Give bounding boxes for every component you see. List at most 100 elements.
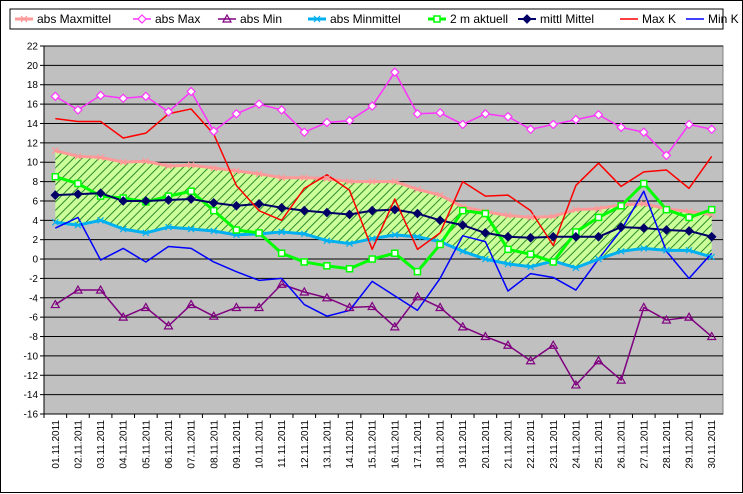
chart-legend: abs Maxmittel abs Max abs Min abs Minmittel… — [9, 8, 739, 30]
x-tick-label: 26.11.2011 — [617, 420, 628, 469]
data-point — [97, 153, 105, 161]
data-point — [368, 255, 376, 263]
x-tick-label: 21.11.2011 — [503, 420, 514, 469]
x-tick-label: 02.11.2011 — [73, 420, 84, 469]
data-point — [593, 109, 604, 120]
data-point — [549, 258, 557, 266]
data-point — [595, 205, 602, 213]
y-tick-label: -6 — [29, 313, 38, 324]
y-tick-label: 10 — [27, 158, 39, 169]
data-point — [20, 15, 28, 23]
data-point — [278, 228, 286, 236]
data-point — [51, 218, 59, 226]
data-point — [525, 232, 536, 243]
data-point — [572, 264, 580, 272]
data-point — [389, 204, 400, 215]
data-point — [457, 321, 468, 331]
data-point — [503, 111, 513, 122]
data-point — [142, 157, 150, 165]
data-point — [414, 233, 421, 241]
data-point — [97, 216, 105, 224]
data-point — [163, 107, 174, 117]
data-point — [345, 264, 354, 273]
y-tick-label: -16 — [24, 410, 39, 421]
data-point — [684, 311, 695, 321]
data-point — [95, 188, 106, 199]
data-point — [95, 284, 106, 294]
legend-label: abs Maxmittel — [37, 12, 111, 26]
y-tick-label: -8 — [29, 332, 38, 343]
data-point — [51, 147, 59, 155]
data-point — [481, 255, 489, 263]
data-point — [436, 191, 444, 199]
data-point — [640, 179, 648, 188]
data-point — [391, 249, 399, 257]
data-point — [74, 152, 82, 160]
data-point — [480, 331, 491, 341]
data-point — [526, 250, 535, 258]
data-point — [276, 105, 287, 115]
data-point — [208, 310, 219, 320]
data-point — [389, 67, 400, 77]
data-point — [299, 286, 310, 296]
data-point — [435, 215, 445, 226]
data-point — [412, 108, 423, 119]
data-point — [74, 179, 82, 188]
data-point — [707, 205, 716, 214]
legend-label: abs Min — [240, 12, 282, 26]
data-point — [277, 249, 286, 257]
data-point — [662, 246, 670, 254]
data-point — [571, 231, 581, 242]
data-point — [300, 174, 308, 182]
data-point — [119, 225, 127, 233]
data-point — [638, 127, 649, 138]
data-point — [685, 213, 693, 222]
y-tick-label: 20 — [27, 61, 39, 72]
data-point — [706, 231, 717, 242]
series-line — [55, 108, 713, 251]
data-point — [344, 302, 355, 312]
data-point — [300, 258, 309, 266]
data-point — [73, 105, 83, 115]
data-point — [433, 15, 441, 23]
data-point — [253, 302, 265, 312]
data-point — [299, 205, 310, 216]
data-point — [502, 340, 514, 349]
data-point — [163, 195, 174, 205]
x-tick-label: 20.11.2011 — [481, 420, 492, 469]
data-point — [640, 200, 648, 208]
data-point — [389, 321, 400, 331]
data-point — [661, 225, 672, 235]
data-point — [527, 263, 535, 271]
data-point — [187, 161, 195, 169]
data-point — [221, 13, 233, 23]
data-point — [51, 172, 60, 181]
data-point — [595, 255, 602, 263]
data-point — [685, 246, 693, 254]
data-point — [141, 91, 151, 102]
y-tick-label: 12 — [27, 138, 39, 149]
data-point — [706, 331, 717, 341]
x-tick-label: 10.11.2011 — [255, 420, 266, 469]
data-point — [208, 126, 219, 137]
data-point — [344, 209, 355, 220]
x-tick-label: 14.11.2011 — [345, 420, 356, 469]
data-point — [367, 301, 378, 311]
legend-label: Min K — [708, 12, 739, 26]
x-tick-label: 01.11.2011 — [51, 420, 62, 469]
data-point — [232, 167, 240, 175]
x-tick-label: 08.11.2011 — [209, 420, 220, 469]
data-point — [527, 213, 535, 221]
data-point — [414, 185, 421, 193]
y-tick-label: 6 — [32, 196, 38, 207]
data-point — [232, 226, 241, 234]
data-point — [165, 223, 172, 231]
data-point — [346, 240, 353, 247]
data-point — [231, 108, 242, 119]
data-point — [549, 213, 557, 220]
data-point — [661, 150, 672, 161]
data-point — [391, 231, 399, 239]
data-point — [210, 227, 218, 235]
data-point — [684, 226, 694, 236]
